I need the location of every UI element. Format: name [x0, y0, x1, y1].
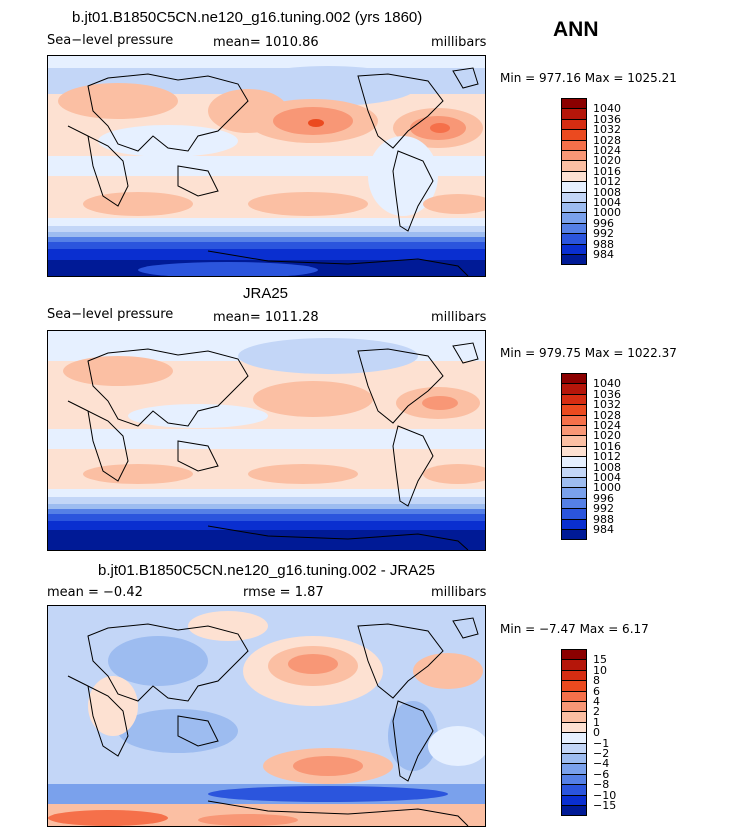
- colorbar-label: 1032: [593, 123, 621, 137]
- season-label: ANN: [553, 18, 599, 41]
- panel3-rmse-label: rmse = 1.87: [243, 585, 324, 600]
- colorbar-swatch: [561, 529, 587, 541]
- colorbar-label: 15: [593, 653, 607, 667]
- panel3-units: millibars: [431, 585, 487, 600]
- panel3-title: b.jt01.B1850C5CN.ne120_g16.tuning.002 - …: [98, 562, 435, 579]
- colorbar-label: −6: [593, 767, 610, 781]
- colorbar-label: 1008: [593, 460, 621, 474]
- panel1-mean-label: mean= 1010.86: [213, 35, 319, 50]
- colorbar-label: 1020: [593, 154, 621, 168]
- panel1-map: [47, 55, 486, 277]
- colorbar-label: 10: [593, 663, 607, 677]
- colorbar-label: 1004: [593, 196, 621, 209]
- colorbar-label: −4: [593, 757, 610, 771]
- colorbar-label: 1004: [593, 471, 621, 484]
- colorbar-label: 4: [593, 695, 600, 708]
- colorbar-label: 1016: [593, 439, 621, 453]
- panel3-mean-label: mean = −0.42: [47, 585, 143, 600]
- colorbar-label: 1012: [593, 450, 621, 464]
- colorbar-label: 6: [593, 684, 600, 698]
- panel2-variable-label: Sea−level pressure: [47, 307, 174, 322]
- colorbar-label: 1012: [593, 175, 621, 189]
- colorbar-label: 1028: [593, 408, 621, 422]
- colorbar-label: 992: [593, 502, 614, 516]
- colorbar-label: 1020: [593, 429, 621, 443]
- panel3-minmax: Min = −7.47 Max = 6.17: [500, 622, 649, 636]
- colorbar-label: 988: [593, 237, 614, 251]
- colorbar-label: 984: [593, 523, 614, 536]
- colorbar-label: 1036: [593, 387, 621, 401]
- colorbar-label: 1036: [593, 112, 621, 126]
- panel2-title: JRA25: [243, 285, 289, 302]
- panel1-contour-plot: [48, 56, 485, 276]
- colorbar-label: −15: [593, 799, 617, 812]
- panel3-contour-plot: [48, 606, 485, 826]
- colorbar-label: 1032: [593, 398, 621, 412]
- colorbar-label: 1024: [593, 419, 621, 432]
- colorbar-swatch: [561, 254, 587, 266]
- colorbar-label: −8: [593, 778, 610, 792]
- colorbar-label: 2: [593, 705, 600, 719]
- colorbar-label: 1028: [593, 133, 621, 147]
- colorbar-label: 0: [593, 726, 600, 740]
- colorbar-label: −1: [593, 736, 610, 750]
- panel2-map: [47, 330, 486, 551]
- colorbar-label: 1040: [593, 102, 621, 116]
- panel1-minmax: Min = 977.16 Max = 1025.21: [500, 71, 677, 85]
- colorbar-label: 1040: [593, 377, 621, 391]
- colorbar-label: 1024: [593, 144, 621, 157]
- panel2-contour-plot: [48, 331, 485, 550]
- panel3-map: [47, 605, 486, 827]
- panel1-units: millibars: [431, 35, 487, 50]
- colorbar-label: −10: [593, 788, 617, 802]
- colorbar-swatch: [561, 805, 587, 817]
- colorbar-label: 1008: [593, 185, 621, 199]
- panel2-units: millibars: [431, 310, 487, 325]
- colorbar-label: −2: [593, 747, 610, 760]
- colorbar-label: 8: [593, 674, 600, 688]
- colorbar-label: 988: [593, 512, 614, 526]
- colorbar-label: 996: [593, 216, 614, 230]
- colorbar-label: 1000: [593, 206, 621, 220]
- panel2-mean-label: mean= 1011.28: [213, 310, 319, 325]
- colorbar-label: 1: [593, 715, 600, 729]
- colorbar-label: 996: [593, 491, 614, 505]
- colorbar-label: 984: [593, 248, 614, 261]
- panel2-minmax: Min = 979.75 Max = 1022.37: [500, 346, 677, 360]
- panel1-title: b.jt01.B1850C5CN.ne120_g16.tuning.002 (y…: [72, 9, 423, 26]
- colorbar-label: 992: [593, 227, 614, 241]
- panel1-variable-label: Sea−level pressure: [47, 33, 174, 48]
- colorbar-label: 1000: [593, 481, 621, 495]
- colorbar-label: 1016: [593, 164, 621, 178]
